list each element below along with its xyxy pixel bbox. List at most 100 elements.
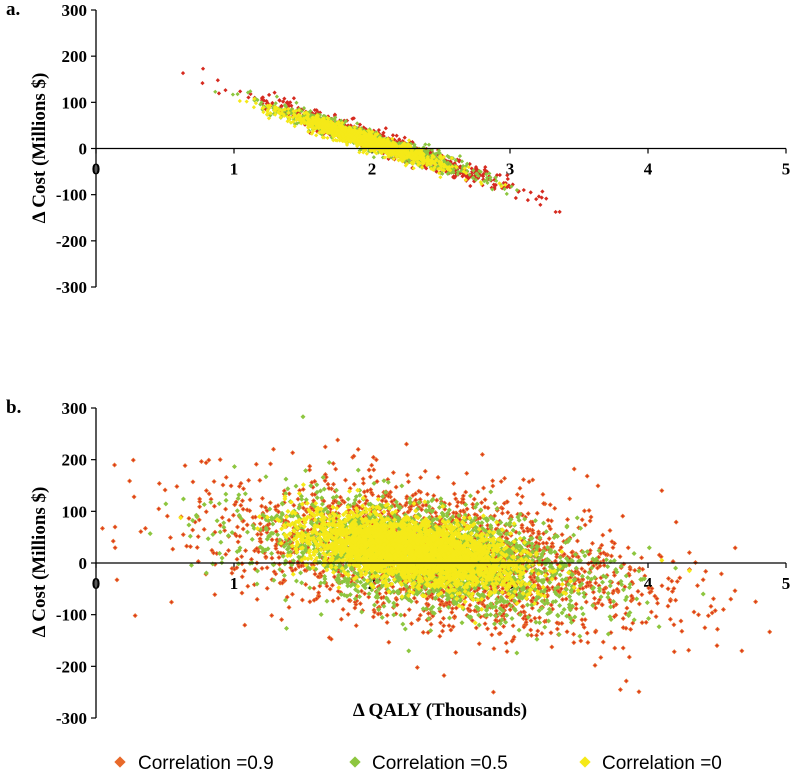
data-point xyxy=(528,190,533,195)
data-point-core xyxy=(425,504,428,506)
data-point-core xyxy=(266,587,269,590)
data-point xyxy=(504,191,509,196)
data-point xyxy=(484,169,490,174)
x-tick-label: 5 xyxy=(782,574,791,593)
data-point-core xyxy=(246,508,249,511)
data-point xyxy=(244,99,249,104)
data-point-core xyxy=(191,529,194,531)
data-point-core xyxy=(549,503,552,506)
data-point xyxy=(376,127,381,133)
data-point xyxy=(381,130,386,135)
data-point xyxy=(357,122,363,127)
data-point-core xyxy=(271,538,273,541)
data-point-core xyxy=(232,514,235,517)
data-point-core xyxy=(362,482,365,485)
data-point xyxy=(469,166,474,171)
data-point xyxy=(483,164,488,170)
data-point xyxy=(237,98,242,104)
data-point xyxy=(238,89,243,94)
data-point-core xyxy=(329,588,332,591)
data-point-core xyxy=(545,542,548,545)
data-point-core xyxy=(334,468,337,470)
data-point xyxy=(426,142,432,147)
data-point-core xyxy=(403,614,406,617)
data-point-core xyxy=(576,540,579,542)
data-point-core xyxy=(575,607,578,610)
data-point-core xyxy=(529,576,532,579)
data-point xyxy=(492,185,497,190)
data-point xyxy=(475,168,480,173)
data-point-core xyxy=(471,503,474,506)
data-point xyxy=(539,195,544,200)
data-point-core xyxy=(515,531,517,534)
data-point xyxy=(394,133,399,138)
data-point xyxy=(390,133,396,138)
data-point-core xyxy=(667,605,669,608)
data-point-core xyxy=(113,464,116,466)
data-point-core xyxy=(222,484,224,486)
data-point-core xyxy=(637,590,639,593)
data-point-core xyxy=(437,476,440,479)
data-point-core xyxy=(570,551,573,554)
data-point-core xyxy=(581,587,584,590)
data-point xyxy=(274,94,279,99)
x-tick-label: 1 xyxy=(230,574,239,593)
data-point-core xyxy=(227,549,230,552)
data-point xyxy=(332,112,338,117)
data-point-core xyxy=(572,555,574,558)
data-point xyxy=(505,173,510,178)
y-tick-label: -200 xyxy=(56,657,87,676)
data-point-core xyxy=(235,534,238,537)
data-point xyxy=(230,92,236,97)
data-point-core xyxy=(286,596,289,598)
data-point-core xyxy=(233,568,236,571)
data-point xyxy=(510,182,515,187)
data-point-core xyxy=(274,505,277,508)
data-point-core xyxy=(566,518,569,521)
data-point xyxy=(383,126,388,131)
data-point-core xyxy=(224,508,227,511)
data-point xyxy=(291,96,297,101)
data-point xyxy=(266,92,272,97)
data-point xyxy=(525,198,530,203)
data-point-core xyxy=(501,512,504,515)
data-point xyxy=(282,96,287,101)
data-point xyxy=(310,110,315,115)
data-point xyxy=(325,135,330,141)
data-point-core xyxy=(396,603,398,606)
data-point xyxy=(264,101,269,106)
y-tick-label: 300 xyxy=(62,1,88,20)
data-point xyxy=(456,169,461,174)
data-point xyxy=(287,103,292,108)
data-point-core xyxy=(362,477,365,480)
data-point-core xyxy=(522,530,525,533)
data-point-core xyxy=(315,597,318,600)
data-point xyxy=(279,104,284,109)
data-point xyxy=(410,140,415,145)
data-point xyxy=(314,133,319,138)
data-point-core xyxy=(301,599,304,601)
data-point-core xyxy=(453,615,456,618)
data-point-core xyxy=(486,627,489,630)
y-tick-label: 300 xyxy=(62,399,88,418)
y-tick-label: -100 xyxy=(56,186,87,205)
data-point xyxy=(361,125,366,130)
data-point-core xyxy=(609,529,611,532)
data-point xyxy=(288,100,293,105)
data-point-core xyxy=(310,481,313,484)
data-point-core xyxy=(242,487,245,490)
data-point-core xyxy=(381,499,384,502)
data-point-core xyxy=(116,578,118,581)
x-tick-label: 3 xyxy=(506,160,515,179)
data-point-core xyxy=(415,601,418,603)
data-point-core xyxy=(599,565,601,567)
data-point xyxy=(261,98,267,103)
data-point xyxy=(280,99,286,104)
data-point-core xyxy=(672,623,675,626)
data-point xyxy=(180,71,186,76)
data-point-core xyxy=(314,573,316,575)
data-point xyxy=(505,184,510,190)
data-point-core xyxy=(633,569,636,572)
data-point xyxy=(392,137,397,142)
data-point-core xyxy=(333,575,336,578)
